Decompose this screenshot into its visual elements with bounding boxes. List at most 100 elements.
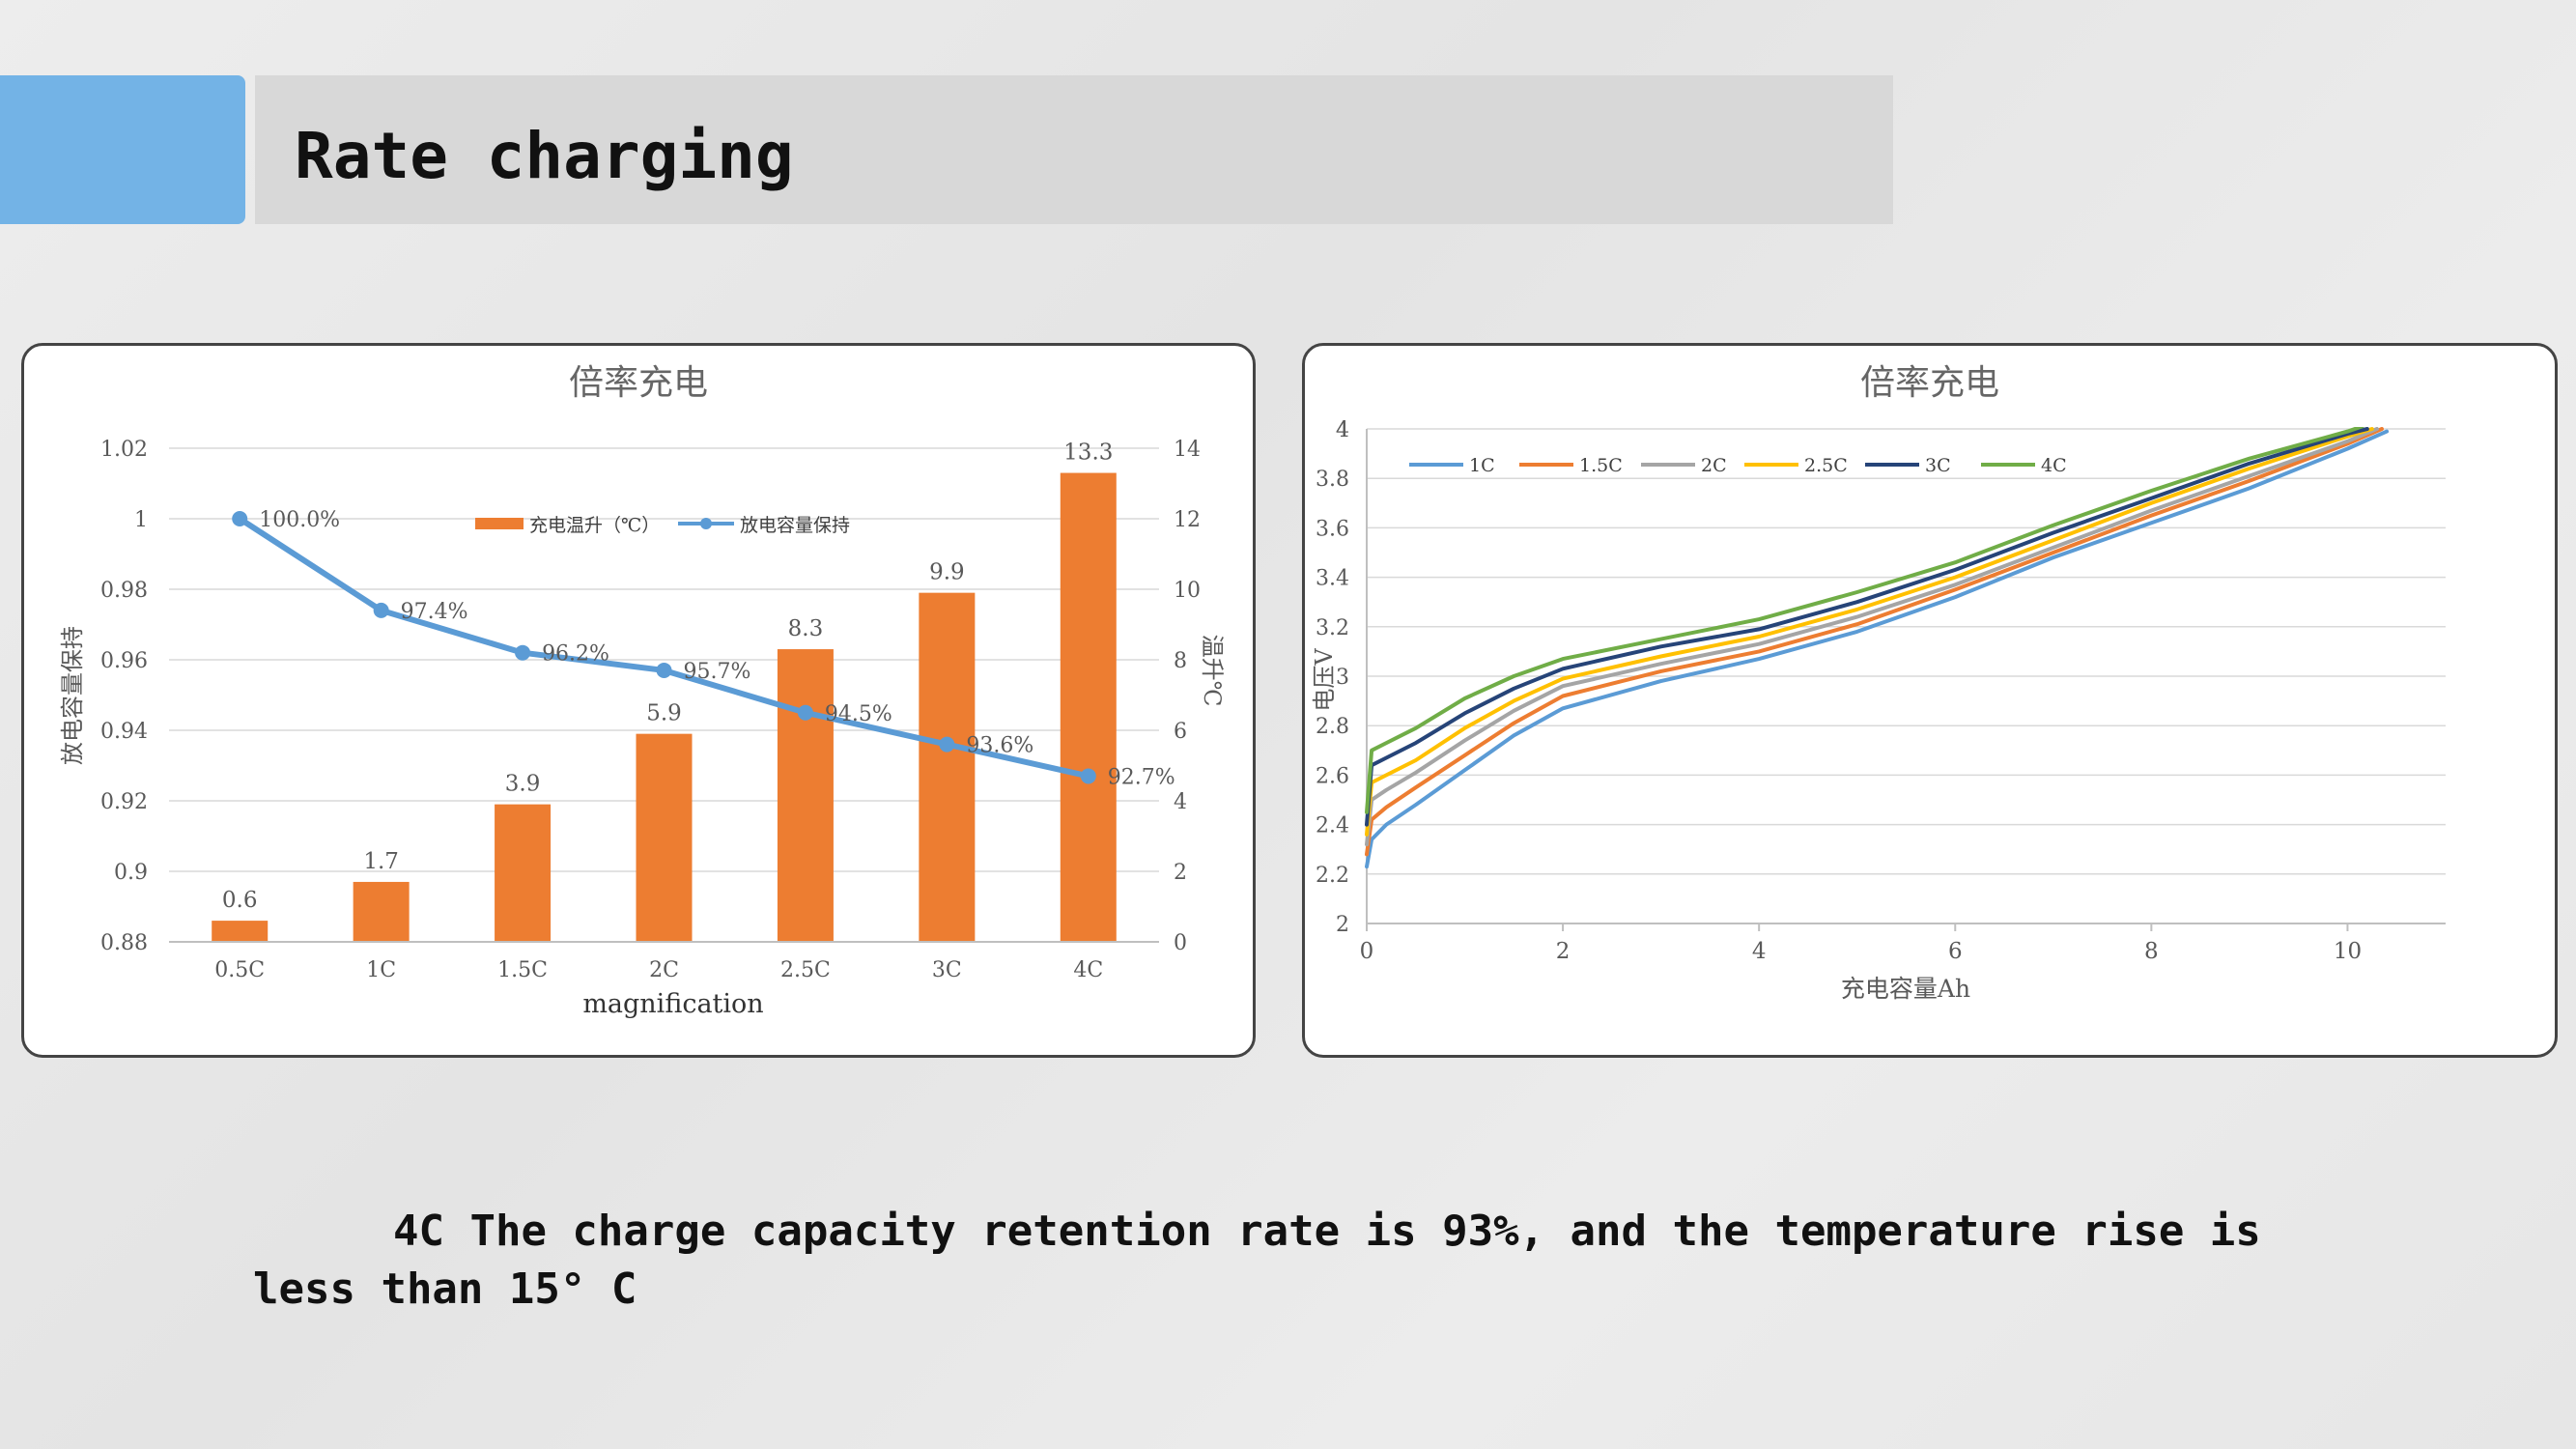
- title-accent-block: [0, 75, 245, 224]
- y-right-tick-label: 14: [1174, 438, 1201, 462]
- legend-label: 2C: [1701, 455, 1727, 476]
- bar-data-label: 13.3: [1063, 440, 1113, 466]
- retention-data-label: 93.6%: [966, 734, 1033, 758]
- retention-data-label: 97.4%: [401, 600, 468, 624]
- y-tick-label: 2.6: [1316, 764, 1349, 788]
- y-right-tick-label: 12: [1174, 508, 1201, 532]
- x-tick-label: 2: [1556, 939, 1571, 964]
- y-left-tick-label: 0.9: [114, 861, 148, 885]
- x-tick-label: 6: [1948, 939, 1963, 964]
- y-axis-title: 电压V: [1311, 648, 1338, 712]
- bar-line-chart: 倍率充电 0.88 0.9 0.92 0.94 0.96 0.98 1 1.02 0 2 4 6 8 10 1…: [59, 363, 1226, 1019]
- temperature-bar: [212, 921, 269, 942]
- rate-charging-bar-chart-panel: 倍率充电 0.88 0.9 0.92 0.94 0.96 0.98 1 1.02 0 2 4 6 8 10 1…: [21, 343, 1256, 1058]
- retention-data-label: 100.0%: [259, 508, 340, 532]
- y-right-axis-title: 温升℃: [1199, 635, 1226, 707]
- x-tick-label: 1.5C: [497, 958, 548, 982]
- y-left-axis-title: 放电容量保持: [59, 626, 86, 765]
- charging-curve-chart-panel: 倍率充电 2 2.2 2.4 2.6 2.8 3 3.2 3.4 3.6 3.8 4 0 2 4 6 8 10 4 1…: [1302, 343, 2558, 1058]
- legend-label: 1.5C: [1579, 455, 1623, 476]
- legend-label: 3C: [1925, 455, 1951, 476]
- legend-line-marker: [700, 518, 712, 529]
- y-left-tick-label: 0.98: [100, 579, 148, 603]
- y-tick-label: 2: [1336, 913, 1349, 937]
- temperature-bar: [777, 649, 834, 942]
- voltage-curve-3C: [1365, 427, 2369, 827]
- y-left-tick-label: 0.94: [100, 720, 148, 744]
- y-left-tick-label: 1.02: [100, 438, 148, 462]
- temperature-bar: [919, 592, 976, 942]
- legend-label: 2.5C: [1804, 455, 1848, 476]
- y-left-tick-label: 1: [134, 508, 148, 532]
- retention-point: [797, 704, 813, 721]
- bar-data-label: 9.9: [929, 560, 965, 585]
- bar-data-label: 5.9: [646, 701, 682, 726]
- y-left-tick-label: 0.88: [100, 931, 148, 955]
- y-right-tick-label: 0: [1174, 931, 1187, 955]
- retention-point: [656, 662, 672, 678]
- y-tick-label: 2.8: [1316, 715, 1349, 739]
- plot-top-mask: [1369, 404, 2448, 427]
- y-tick-label: 2.4: [1316, 814, 1349, 838]
- x-tick-label: 8: [2144, 939, 2159, 964]
- y-right-tick-label: 8: [1174, 649, 1187, 673]
- retention-data-label: 95.7%: [684, 660, 751, 684]
- legend-bar-swatch: [475, 518, 524, 529]
- temperature-bar: [353, 881, 410, 942]
- temperature-bar: [495, 804, 552, 942]
- temperature-bar: [1060, 472, 1117, 942]
- x-tick-label: 0: [1360, 939, 1374, 964]
- retention-point: [939, 736, 955, 753]
- y-right-tick-label: 2: [1174, 861, 1187, 885]
- x-tick-label: 2C: [649, 958, 679, 982]
- legend-line-label: 放电容量保持: [740, 515, 850, 536]
- y-right-tick-label: 10: [1174, 579, 1201, 603]
- voltage-curve-2-5C: [1365, 427, 2374, 837]
- y-left-tick-label: 0.96: [100, 649, 148, 673]
- summary-caption: 4C The charge capacity retention rate is…: [253, 1203, 2281, 1319]
- retention-point: [515, 644, 531, 661]
- retention-data-label: 96.2%: [542, 642, 609, 667]
- bar-data-label: 3.9: [505, 772, 541, 797]
- retention-point: [1080, 768, 1096, 784]
- chart-title: 倍率充电: [569, 363, 708, 403]
- x-axis-title: 充电容量Ah: [1841, 975, 1970, 1003]
- retention-data-label: 94.5%: [825, 702, 892, 726]
- y-right-tick-label: 4: [1174, 790, 1187, 814]
- y-tick-label: 3.4: [1316, 567, 1349, 591]
- y-tick-label: 3.8: [1316, 468, 1349, 492]
- x-axis-title: magnification: [582, 989, 763, 1019]
- x-tick-label: 10: [2334, 939, 2362, 964]
- chart-title: 倍率充电: [1860, 363, 1999, 403]
- caption-line-2: less than 15° C: [253, 1264, 637, 1314]
- voltage-curve-2C: [1365, 427, 2379, 847]
- y-tick-label: 2.2: [1316, 864, 1349, 888]
- legend-label: 4C: [2041, 455, 2067, 476]
- temperature-bar: [636, 733, 693, 942]
- bar-data-label: 8.3: [788, 616, 824, 641]
- voltage-curve-1-5C: [1365, 427, 2384, 857]
- y-tick-label: 4: [1336, 418, 1349, 442]
- voltage-curve-1C: [1365, 429, 2390, 869]
- x-tick-label: 0.5C: [214, 958, 265, 982]
- x-tick-label: 3C: [932, 958, 962, 982]
- title-bar: [255, 75, 1893, 224]
- legend-label: 1C: [1469, 455, 1495, 476]
- y-tick-label: 3.2: [1316, 616, 1349, 640]
- bar-data-label: 1.7: [363, 849, 399, 874]
- retention-point: [232, 511, 248, 526]
- retention-point: [373, 602, 389, 618]
- page-title: Rate charging: [295, 119, 794, 193]
- bar-data-label: 0.6: [222, 888, 258, 913]
- y-tick-label: 3.6: [1316, 517, 1349, 541]
- y-tick-label: 4: [1336, 418, 1349, 442]
- voltage-curve-4C: [1365, 424, 2364, 814]
- caption-line-1: 4C The charge capacity retention rate is…: [393, 1207, 2261, 1256]
- x-tick-label: 1C: [366, 958, 396, 982]
- x-tick-label: 4C: [1073, 958, 1103, 982]
- y-left-tick-label: 0.92: [100, 790, 148, 814]
- x-tick-label: 2.5C: [780, 958, 831, 982]
- legend-bar-label: 充电温升（℃）: [529, 515, 660, 536]
- x-tick-label: 4: [1752, 939, 1767, 964]
